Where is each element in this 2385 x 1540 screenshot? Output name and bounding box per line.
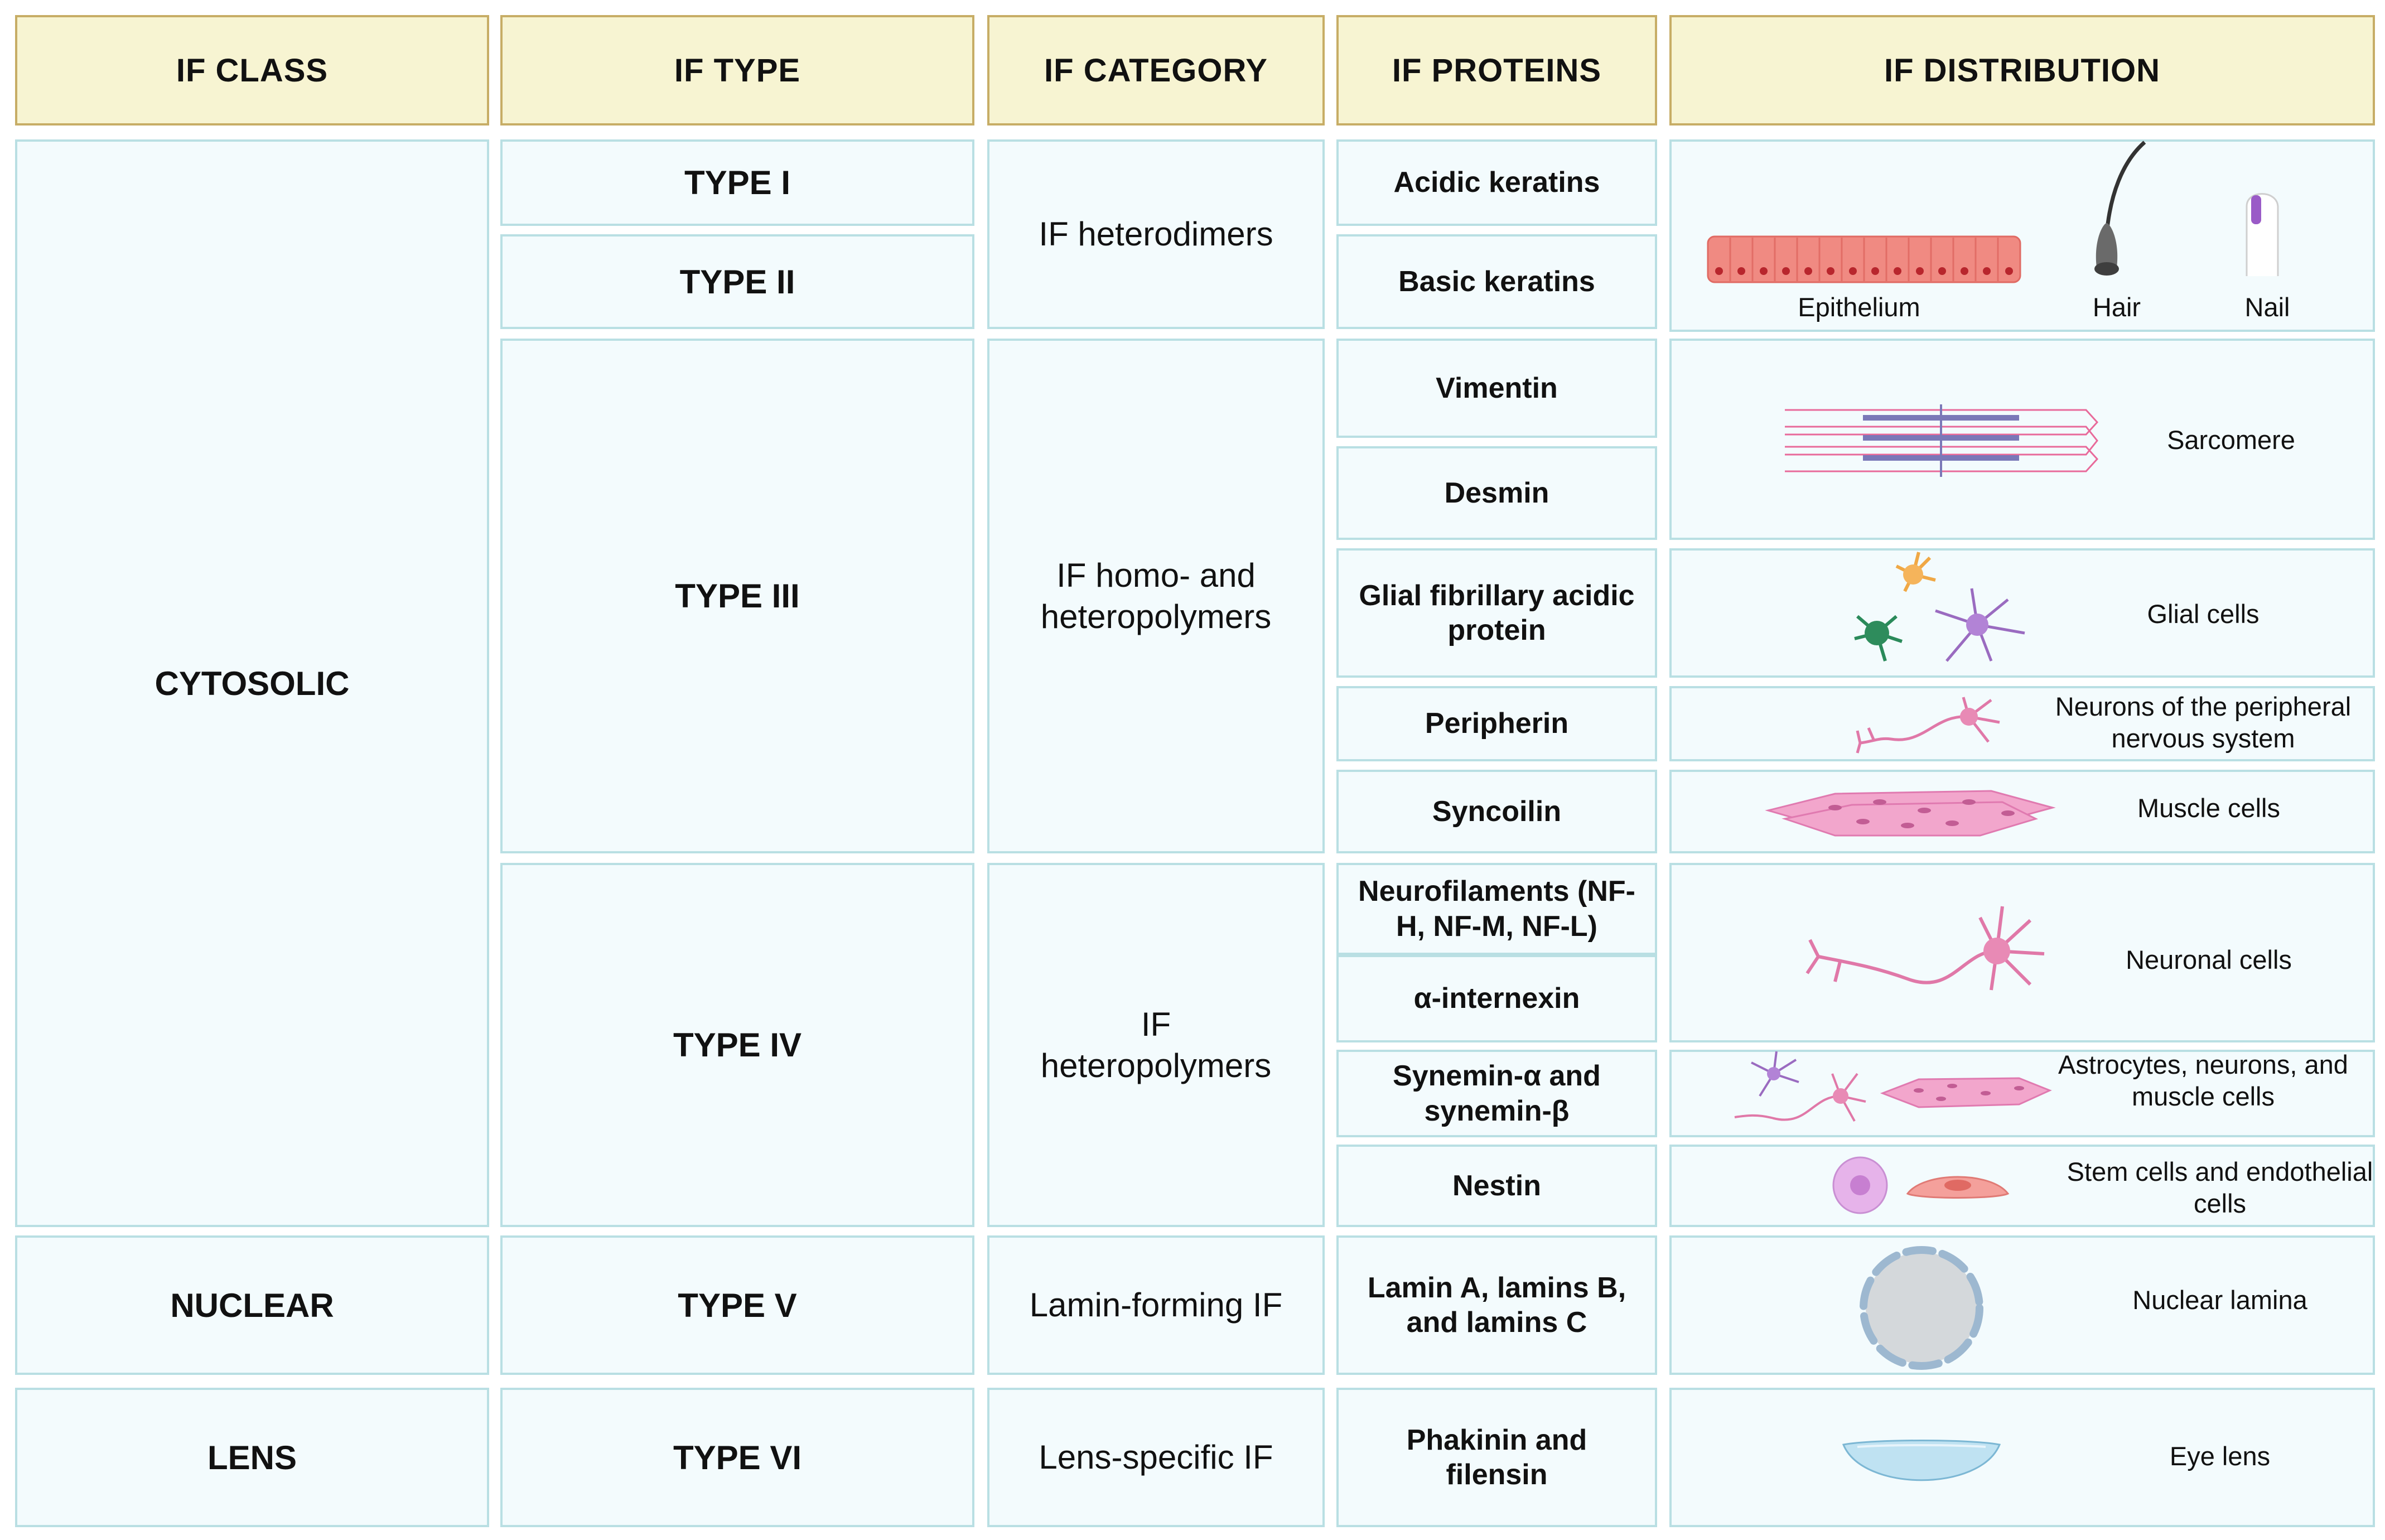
header-if-distribution: IF DISTRIBUTION [1669,15,2375,125]
dist-hair-label: Hair [2092,292,2141,322]
category-lamin-forming-label: Lamin-forming IF [1029,1286,1283,1324]
protein-vimentin-label: Vimentin [1436,371,1558,404]
header-if-class-label: IF CLASS [176,52,329,89]
epithelium-illustration [1707,235,2021,283]
header-if-category-label: IF CATEGORY [1044,52,1268,89]
category-homo-hetero-label: IF homo- and heteropolymers [1040,557,1272,635]
sarcomere-illustration [1785,404,2099,477]
protein-lamins: Lamin A, lamins B, and lamins C [1336,1235,1657,1375]
protein-neurofilaments: Neurofilaments (NF-H, NF-M, NF-L) [1336,863,1657,955]
protein-synemin: Synemin-α and synemin-β [1336,1050,1657,1137]
class-lens: LENS [15,1388,489,1527]
type-iii-label: TYPE III [675,577,800,615]
category-heteropolymers: IF heteropolymers [987,863,1325,1227]
category-heteropolymers-label: IF heteropolymers [1040,1006,1272,1084]
peripheral-neuron-illustration [1856,697,2000,754]
header-if-distribution-label: IF DISTRIBUTION [1884,52,2161,89]
glial-cells-illustration [1854,552,2025,662]
header-if-proteins: IF PROTEINS [1336,15,1657,125]
protein-gfap-label: Glial fibrillary acidic protein [1359,579,1635,646]
dist-astro-label: Astrocytes, neurons, and muscle cells [2058,1050,2348,1112]
type-v: TYPE V [500,1235,974,1375]
dist-cell-sarcomere [1669,339,2375,540]
dist-glial-label: Glial cells [2147,599,2260,629]
type-ii: TYPE II [500,234,974,329]
stem-endothelial-illustration [1832,1156,2010,1214]
dist-lamina-label: Nuclear lamina [2132,1285,2307,1315]
category-homo-hetero: IF homo- and heteropolymers [987,339,1325,853]
protein-alpha-internexin-label: α-internexin [1413,982,1580,1015]
dist-eye-lens-label: Eye lens [2169,1441,2271,1471]
class-cytosolic: CYTOSOLIC [15,139,489,1227]
type-iv-label: TYPE IV [673,1026,802,1064]
protein-desmin: Desmin [1336,446,1657,540]
category-lamin-forming: Lamin-forming IF [987,1235,1325,1375]
category-lens-specific: Lens-specific IF [987,1388,1325,1527]
hair-illustration [2094,141,2146,276]
neuronal-cells-illustration [1805,906,2045,991]
type-v-label: TYPE V [678,1286,797,1324]
protein-peripherin: Peripherin [1336,686,1657,761]
category-heterodimers: IF heterodimers [987,139,1325,329]
type-vi-label: TYPE VI [673,1438,802,1476]
protein-acidic-keratins: Acidic keratins [1336,139,1657,226]
protein-syncoilin: Syncoilin [1336,770,1657,853]
class-nuclear: NUCLEAR [15,1235,489,1375]
dist-cell-stem [1669,1145,2375,1227]
eye-lens-illustration [1842,1440,2001,1481]
nail-illustration [2246,193,2279,276]
dist-neuronal-label: Neuronal cells [2126,945,2292,974]
class-cytosolic-label: CYTOSOLIC [155,664,350,702]
dist-cell-glial [1669,548,2375,678]
dist-cell-lamina [1669,1235,2375,1375]
class-nuclear-label: NUCLEAR [170,1286,334,1324]
nuclear-lamina-illustration [1860,1246,1983,1370]
type-ii-label: TYPE II [679,263,795,301]
protein-syncoilin-label: Syncoilin [1432,795,1562,828]
protein-lamins-label: Lamin A, lamins B, and lamins C [1367,1271,1626,1339]
muscle-cells-illustration [1765,790,2056,837]
category-heterodimers-label: IF heterodimers [1039,215,1273,253]
header-if-type-label: IF TYPE [674,52,801,89]
dist-epithelium-label: Epithelium [1798,292,1920,322]
type-iii: TYPE III [500,339,974,853]
dist-sarcomere-label: Sarcomere [2167,425,2295,455]
header-if-class: IF CLASS [15,15,489,125]
protein-peripherin-label: Peripherin [1425,707,1569,740]
dist-muscle-label: Muscle cells [2137,793,2280,823]
protein-alpha-internexin: α-internexin [1336,955,1657,1042]
class-lens-label: LENS [207,1438,297,1476]
protein-phakinin-label: Phakinin and filensin [1406,1423,1587,1491]
header-if-category: IF CATEGORY [987,15,1325,125]
protein-neurofilaments-label: Neurofilaments (NF-H, NF-M, NF-L) [1358,875,1635,943]
protein-acidic-keratins-label: Acidic keratins [1393,166,1600,199]
category-lens-specific-label: Lens-specific IF [1039,1438,1273,1476]
protein-basic-keratins-label: Basic keratins [1398,265,1595,298]
protein-nestin-label: Nestin [1452,1169,1541,1202]
type-iv: TYPE IV [500,863,974,1227]
astro-neuron-muscle-illustration [1734,1051,2052,1122]
protein-nestin: Nestin [1336,1145,1657,1227]
header-if-proteins-label: IF PROTEINS [1392,52,1602,89]
protein-phakinin: Phakinin and filensin [1336,1388,1657,1527]
type-i-label: TYPE I [684,164,791,201]
dist-cell-eye-lens [1669,1388,2375,1527]
dist-nail-label: Nail [2244,292,2290,322]
protein-synemin-label: Synemin-α and synemin-β [1393,1060,1601,1127]
protein-gfap: Glial fibrillary acidic protein [1336,548,1657,678]
type-i: TYPE I [500,139,974,226]
type-vi: TYPE VI [500,1388,974,1527]
protein-desmin-label: Desmin [1444,476,1549,509]
header-if-type: IF TYPE [500,15,974,125]
dist-cell-peripheral [1669,686,2375,761]
dist-peripheral-label: Neurons of the peripheral nervous system [2055,692,2352,754]
protein-basic-keratins: Basic keratins [1336,234,1657,329]
dist-stem-label: Stem cells and endothelial cells [2067,1157,2373,1219]
protein-vimentin: Vimentin [1336,339,1657,438]
